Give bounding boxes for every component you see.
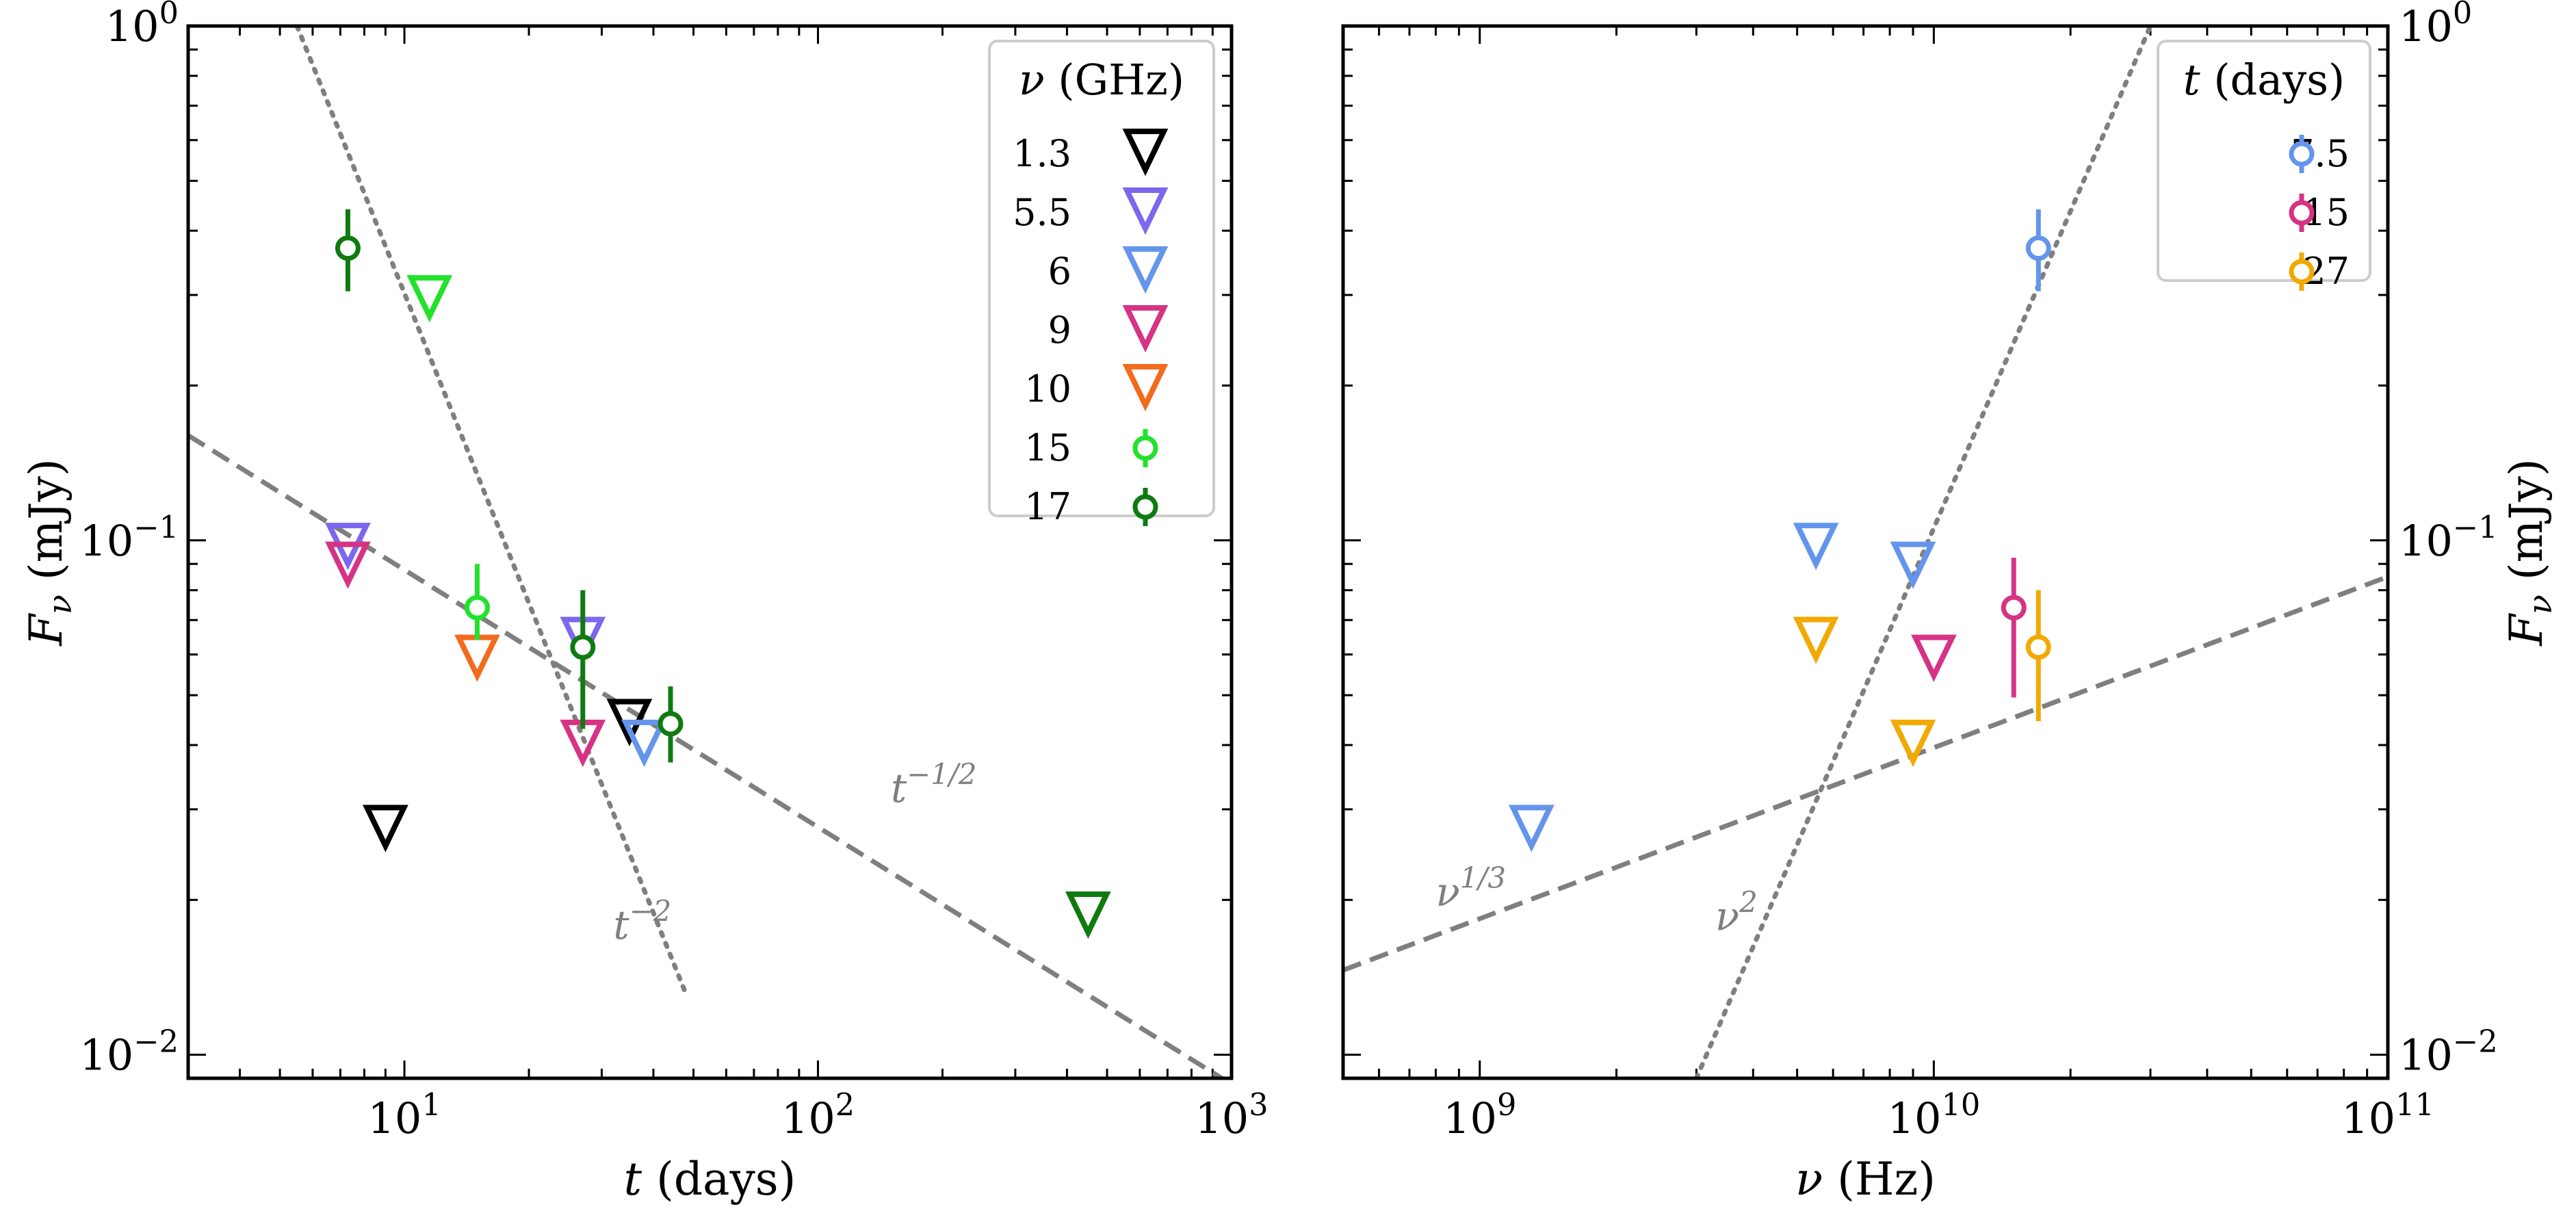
detection-point-marker	[2025, 235, 2051, 261]
upper-limit-marker	[363, 805, 408, 852]
detection-point	[2025, 590, 2051, 722]
detection-point-marker	[465, 595, 491, 621]
detection-point	[2025, 209, 2051, 291]
upper-limit-marker	[1793, 523, 1839, 571]
legend-marker	[1122, 129, 1169, 177]
x-tick-label: 101	[367, 1087, 441, 1143]
upper-limit-marker	[1890, 719, 1936, 768]
legend-entry-label: 9	[1048, 309, 1071, 352]
x-tick-label: 1010	[1888, 1087, 1981, 1143]
legend-marker-marker	[2289, 259, 2315, 285]
legend-marker-marker	[2289, 141, 2315, 167]
legend-entry-label: 5.5	[1013, 191, 1071, 234]
upper-limit-marker	[621, 719, 667, 768]
detection-point-marker	[2025, 634, 2051, 660]
detection-point	[570, 590, 596, 729]
x-tick-label: 103	[1195, 1087, 1268, 1143]
x-axis-label: t (days)	[624, 1153, 796, 1206]
data-points	[325, 209, 1111, 939]
axes-frame	[1341, 24, 2390, 1080]
legend-marker	[2289, 194, 2315, 232]
y-tick-label: 100	[2399, 0, 2472, 51]
line-annotation: t−2	[613, 894, 671, 948]
legend-entry-label: 10	[1024, 367, 1071, 411]
detection-point-marker	[658, 711, 684, 737]
upper-limit-marker	[406, 275, 453, 323]
legend-marker	[1132, 429, 1158, 467]
legend-marker	[2289, 135, 2315, 173]
detection-point-marker	[335, 235, 361, 261]
legend-box	[988, 40, 1215, 517]
legend-title: ν (GHz)	[1019, 55, 1184, 105]
y-tick-label: 100	[105, 0, 179, 51]
line-annotation: ν1/3	[1435, 861, 1505, 915]
x-tick-label: 109	[1443, 1087, 1516, 1143]
legend-marker	[2289, 252, 2315, 291]
legend-title: t (days)	[2183, 55, 2345, 105]
y-tick-label: 10−2	[79, 1024, 179, 1080]
y-axis-label: Fν (mJy)	[20, 458, 79, 647]
detection-point-marker	[2001, 595, 2027, 621]
model-lines	[1343, 26, 2388, 1078]
legend-entry-label: 17	[1024, 485, 1071, 528]
upper-limit-marker	[1793, 616, 1839, 664]
upper-limit-marker	[1065, 891, 1111, 939]
legend: ν (GHz) 1.3 5.5 6 9 10 15 17	[988, 40, 1215, 528]
line-annotation: t−1/2	[891, 757, 977, 811]
y-tick-label: 10−1	[2399, 510, 2498, 566]
legend-marker-marker	[2289, 200, 2315, 226]
line-annotation: ν2	[1715, 885, 1758, 939]
detection-point	[465, 564, 491, 640]
legend-marker-marker	[1132, 435, 1158, 461]
y-axis-label: Fν (mJy)	[2500, 458, 2560, 647]
legend-marker-marker	[1132, 494, 1158, 520]
upper-limit-marker	[325, 541, 371, 589]
detection-point-marker	[570, 634, 596, 660]
detection-point	[2001, 558, 2027, 698]
x-tick-label: 1011	[2341, 1087, 2434, 1143]
right-panel-spectrum: 109 1010 1011 10−2 10−1 100 ν (Hz) Fν (mJy) ν1/3…	[1341, 0, 2560, 1206]
upper-limit-marker	[454, 634, 500, 682]
legend-marker	[1122, 187, 1169, 235]
legend-box	[2157, 40, 2371, 282]
y-tick-label: 10−2	[2399, 1024, 2498, 1080]
legend-entry-label: 15	[1024, 426, 1071, 469]
upper-limit-marker	[1509, 805, 1554, 852]
upper-limit-marker	[1911, 634, 1957, 682]
legend-entry-label: 1.3	[1013, 132, 1071, 175]
axes-frame	[186, 24, 1234, 1080]
legend-marker	[1122, 246, 1169, 294]
x-tick-label: 102	[781, 1087, 855, 1143]
x-axis-label: ν (Hz)	[1795, 1153, 1936, 1206]
legend-marker	[1132, 488, 1158, 526]
dashed-model-line	[1343, 574, 2388, 973]
upper-limit-marker	[1890, 541, 1936, 589]
legend-marker	[1122, 305, 1169, 353]
dashed-model-line	[188, 433, 1227, 1078]
left-panel-time-lightcurve: 101 102 103 10−2 10−1 100 t (days) Fν (mJy) t−1/…	[20, 0, 1269, 1206]
dotted-model-line	[294, 26, 689, 997]
detection-point	[658, 686, 684, 763]
data-points	[1509, 209, 2051, 852]
legend-marker	[1122, 364, 1169, 412]
detection-point	[335, 209, 361, 291]
dotted-model-line	[1693, 26, 2153, 1078]
legend-entry-label: 6	[1048, 250, 1071, 293]
y-tick-label: 10−1	[79, 510, 179, 566]
